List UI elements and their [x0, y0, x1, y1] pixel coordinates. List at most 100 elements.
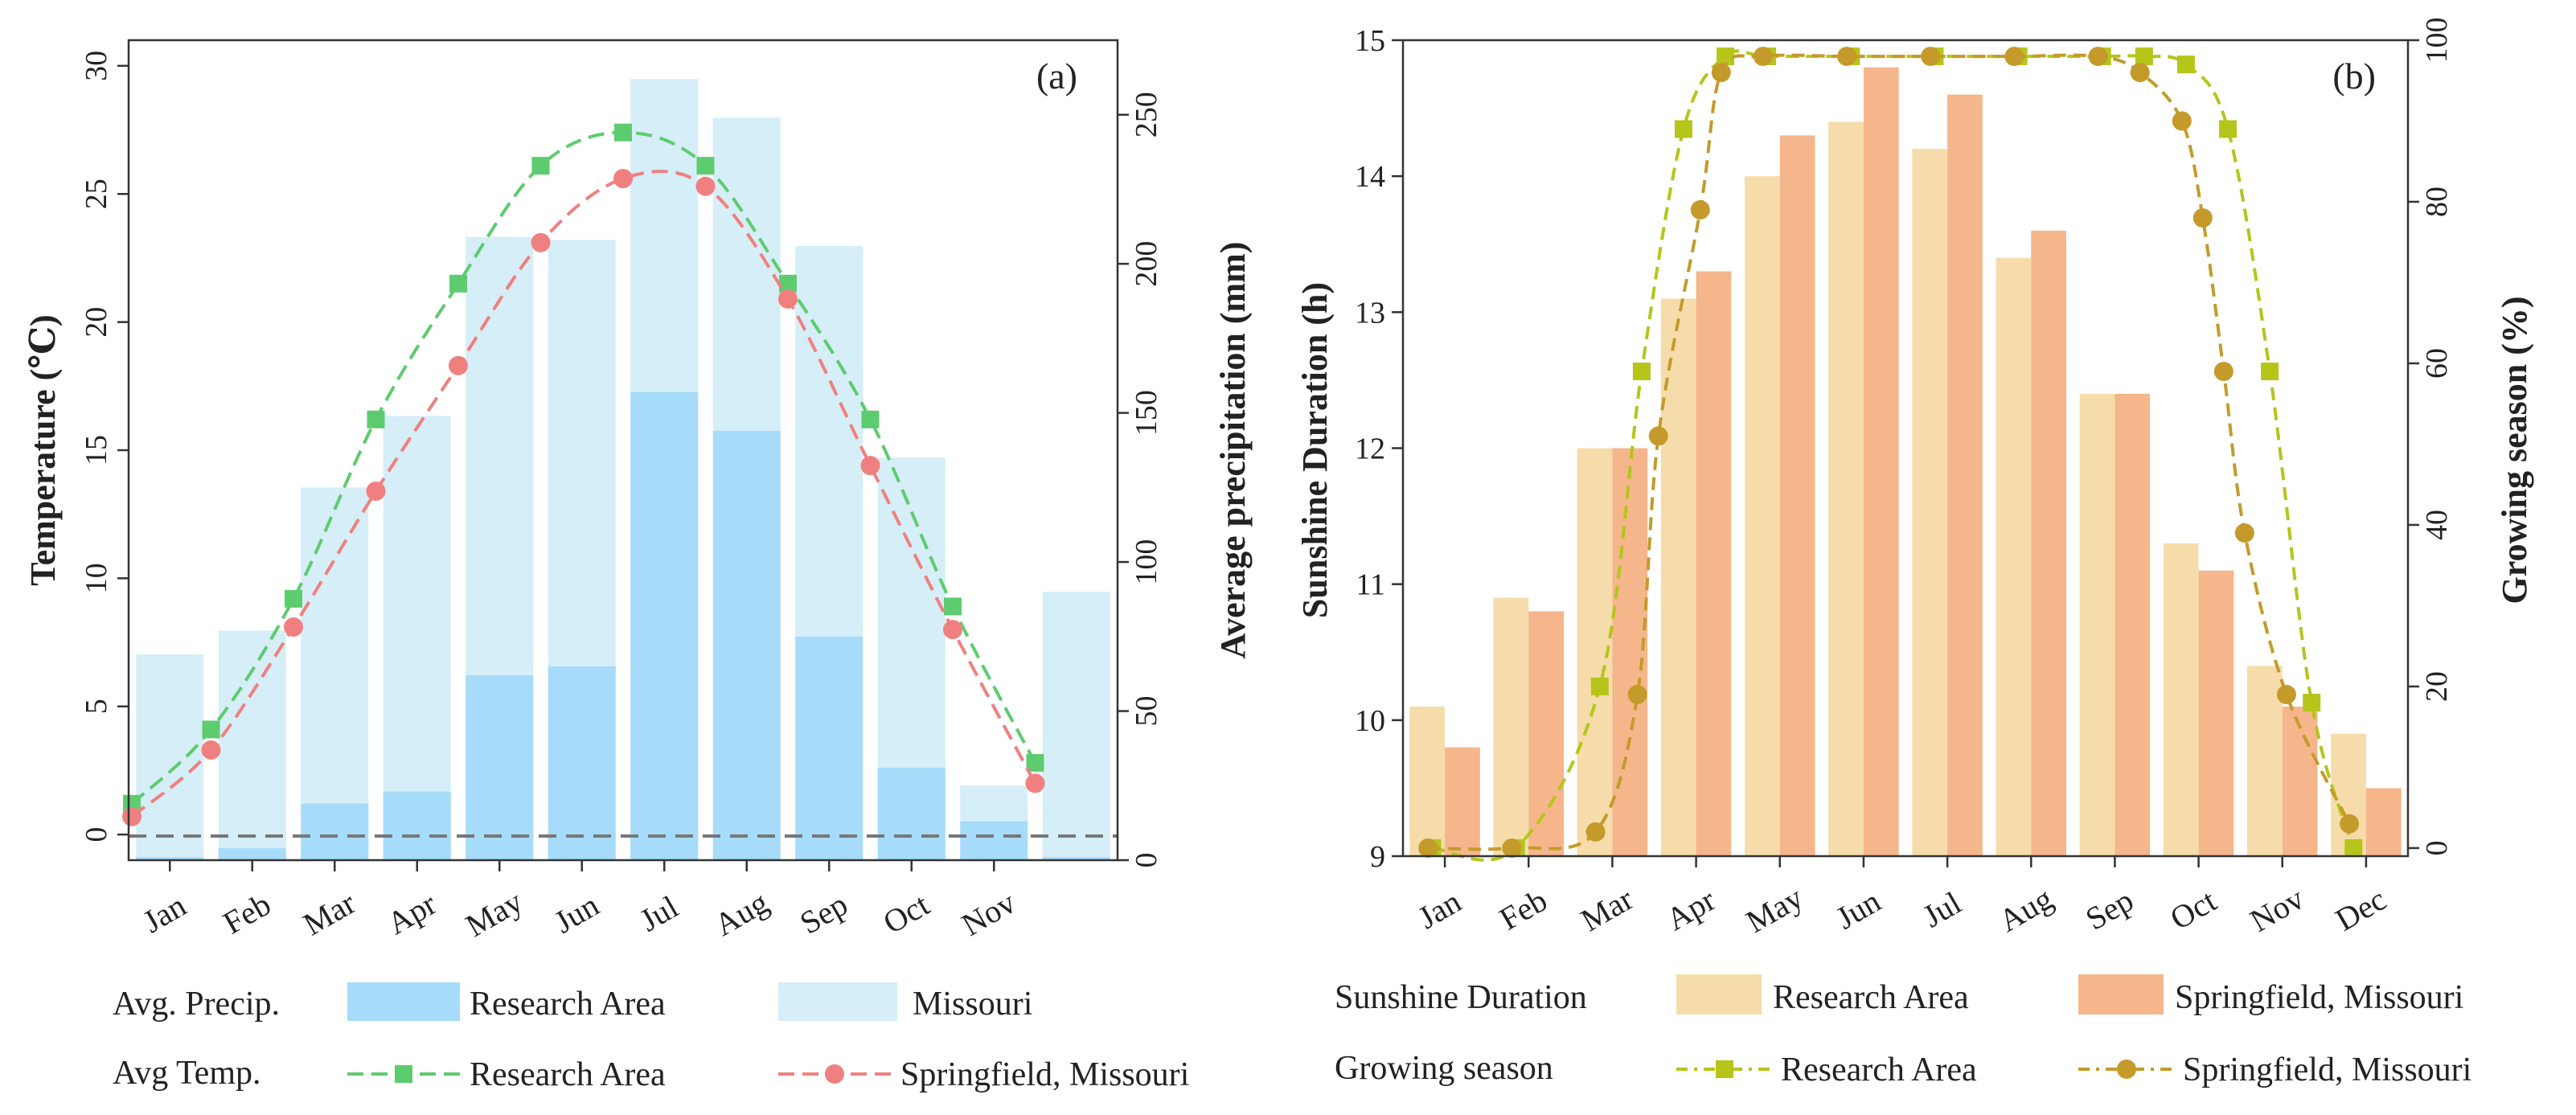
a-x-tick-label-jun: Jun [548, 887, 605, 941]
a-temp-point-springfield-sep [778, 289, 798, 309]
b-growing-line-springfield [1428, 53, 2351, 851]
legend-b-growing-springfield-marker [2117, 1060, 2136, 1079]
a-research-area-bar-dec [1042, 857, 1110, 860]
b-x-tick-label-jul: Jul [1917, 884, 1967, 934]
a-temp-point-research-area-jul [614, 123, 632, 141]
a-temp-point-springfield-apr [366, 482, 386, 501]
a-research-area-bar-jan [136, 857, 204, 860]
legend-a-precip-label: Avg. Precip. [113, 986, 280, 1023]
a-x-tick-label-jan: Jan [137, 887, 192, 940]
a-panel-letter: (a) [1036, 55, 1077, 96]
b-growing-point-springfield-12 [2130, 63, 2150, 83]
b-x-tick-label-mar: Mar [1575, 880, 1639, 938]
a-right-tick-label-100: 100 [1130, 539, 1163, 585]
b-springfield-bar-apr [1696, 271, 1732, 856]
a-research-area-bar-feb [218, 848, 286, 860]
legend-b-growing-label: Growing season [1335, 1050, 1553, 1087]
legend-b-growing-springfield-label: Springfield, Missouri [2183, 1051, 2471, 1088]
a-temp-point-springfield-jun [531, 232, 551, 252]
b-springfield-bar-feb [1528, 611, 1564, 856]
b-growing-point-research-area-2 [1590, 677, 1609, 695]
a-temp-point-research-area-oct [861, 410, 880, 428]
b-growing-point-research-area-12 [2176, 55, 2195, 74]
a-temp-point-springfield-jan [122, 806, 142, 826]
a-left-tick-label-15: 15 [80, 435, 113, 465]
b-right-tick-label-40: 40 [2420, 510, 2454, 540]
b-left-tick-label-9: 9 [1370, 840, 1385, 874]
legend-b-growing-research-label: Research Area [1781, 1051, 1977, 1088]
a-left-tick-label-5: 5 [80, 699, 113, 714]
a-research-area-bar-may [466, 675, 534, 860]
a-temp-point-springfield-feb [201, 740, 221, 760]
b-right-tick-label-100: 100 [2420, 18, 2454, 64]
a-research-area-bar-jun [548, 666, 616, 860]
b-left-axis-ticks: 9 10 11 12 13 14 15 [1355, 24, 1403, 874]
a-right-tick-label-250: 250 [1130, 92, 1163, 137]
b-x-tick-label-oct: Oct [2164, 882, 2223, 937]
a-x-tick-label-oct: Oct [877, 886, 936, 941]
legend-a-research-area-swatch [347, 982, 460, 1021]
a-research-area-bar-aug [712, 430, 781, 860]
b-growing-point-research-area-3 [1632, 363, 1651, 381]
b-growing-point-springfield-9 [1921, 47, 1941, 67]
b-growing-point-springfield-6 [1711, 63, 1731, 83]
b-springfield-bar-oct [2198, 570, 2234, 856]
a-research-area-bar-oct [877, 768, 945, 860]
b-right-tick-label-0: 0 [2420, 840, 2454, 855]
legend-a-temp-label: Avg Temp. [113, 1055, 261, 1092]
legend-a-research-area-label: Research Area [470, 986, 666, 1023]
b-x-tick-label-feb: Feb [1493, 882, 1553, 937]
b-x-tick-label-nov: Nov [2244, 880, 2310, 939]
legend-a-temp-springfield-marker [825, 1064, 844, 1084]
legend-a-missouri-label: Missouri [913, 986, 1032, 1023]
b-growing-point-springfield-4 [1648, 426, 1668, 446]
a-right-tick-label-200: 200 [1130, 241, 1163, 287]
b-research-area-bar-sep [2079, 393, 2115, 856]
a-temp-point-research-area-feb [202, 720, 220, 739]
b-springfield-bar-nov [2282, 706, 2318, 856]
b-x-tick-label-sep: Sep [2079, 882, 2139, 937]
b-growing-point-springfield-15 [2213, 362, 2233, 382]
b-growing-point-springfield-0 [1418, 838, 1438, 858]
a-x-tick-label-aug: Aug [708, 884, 774, 943]
a-right-axis-ticks: 0 50 100 150 200 250 [1118, 92, 1163, 868]
b-right-axis-ticks: 0 20 40 60 80 100 [2408, 18, 2454, 855]
b-growing-point-springfield-10 [2004, 47, 2024, 67]
b-growing-point-springfield-13 [2172, 111, 2192, 131]
b-right-tick-label-20: 20 [2420, 671, 2454, 702]
b-y2-axis-title: Growing season (%) [2495, 297, 2534, 605]
a-research-area-bar-nov [960, 821, 1028, 860]
b-y-axis-title: Sunshine Duration (h) [1295, 282, 1335, 618]
a-x-tick-label-apr: Apr [381, 885, 442, 941]
b-research-area-bar-jul [1912, 149, 1948, 857]
a-temp-point-springfield-jul [613, 169, 633, 189]
b-growing-point-springfield-1 [1502, 838, 1522, 858]
b-growing-point-research-area-13 [2219, 120, 2238, 138]
b-research-area-bar-may [1745, 176, 1780, 856]
b-growing-season-lines [1418, 47, 2363, 862]
b-springfield-bar-may [1779, 135, 1815, 856]
a-temp-point-research-area-may [449, 274, 467, 293]
a-temp-point-research-area-jun [531, 157, 550, 175]
a-missouri-bar-feb [218, 630, 286, 860]
a-temp-point-springfield-mar [284, 617, 303, 637]
a-x-tick-label-feb: Feb [217, 886, 277, 941]
panel-b: 9 10 11 12 13 14 15 0 20 40 60 80 100 Jan Feb Mar Apr M… [1295, 18, 2534, 941]
a-x-tick-label-jul: Jul [634, 888, 684, 938]
b-growing-point-springfield-11 [2088, 47, 2108, 67]
b-x-tick-label-dec: Dec [2329, 881, 2392, 938]
a-temp-point-research-area-dec [1026, 753, 1044, 772]
a-temp-point-research-area-sep [779, 274, 797, 293]
b-x-tick-label-aug: Aug [1992, 880, 2058, 939]
b-growing-point-springfield-7 [1753, 47, 1773, 67]
a-temp-point-research-area-nov [944, 597, 962, 616]
b-left-tick-label-10: 10 [1355, 704, 1385, 738]
b-research-area-bar-jan [1409, 706, 1446, 856]
legend-b-springfield-swatch [2078, 974, 2164, 1015]
legend-b-sunshine-label: Sunshine Duration [1335, 979, 1587, 1016]
a-x-tick-label-nov: Nov [955, 884, 1021, 943]
b-research-area-bar-oct [2163, 543, 2199, 856]
a-temp-point-research-area-aug [696, 157, 715, 175]
a-research-area-bar-sep [795, 636, 863, 860]
